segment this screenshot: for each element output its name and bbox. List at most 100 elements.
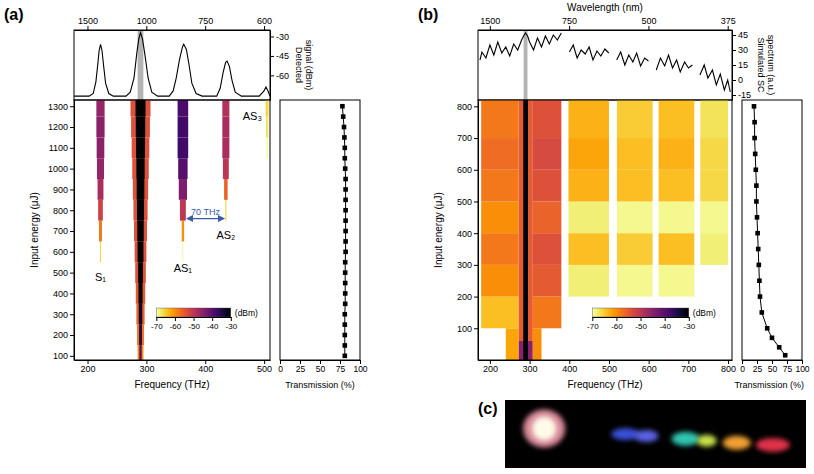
annotation: AS₁ (174, 262, 193, 274)
y-axis-tick-label: 300 (53, 310, 68, 320)
x-axis-top-line (75, 30, 271, 31)
y-axis-tick-label: 1300 (48, 102, 68, 112)
y-axis-tick-mark (474, 106, 478, 107)
x-axis-tick-label: 50 (768, 364, 778, 374)
heat-cell (700, 170, 728, 202)
marker (752, 120, 757, 125)
y-axis-tick: 1200 (48, 122, 74, 132)
x-axis-tick: 400 (562, 360, 577, 374)
x-axis-tick: 75 (336, 360, 346, 374)
y-axis-right-tick: 15 (732, 60, 748, 70)
y-axis-tick: 1300 (48, 102, 74, 112)
x-axis-top: 15001000750600 (75, 16, 273, 31)
colorbar-axis-tick-mark (689, 317, 690, 321)
annotation: S₁ (95, 271, 106, 283)
colorbar-axis-tick: -30 (226, 317, 238, 331)
y-axis-tick-mark (474, 265, 478, 266)
y-axis-right-tick-mark (270, 56, 274, 57)
heat-cell (568, 100, 608, 138)
x-axis-top: 1500750500375 (479, 16, 736, 31)
heat-cell (139, 304, 143, 325)
heat-cell (481, 170, 518, 202)
y-axis-right-tick-label: -30 (276, 32, 289, 42)
y-axis-tick-label: 400 (457, 229, 472, 239)
x-axis: 200300400500600700800 (479, 360, 737, 374)
heat-cell (136, 283, 145, 304)
colorbar-axis-tick-label: -30 (684, 322, 696, 331)
x-axis-tick-label: 800 (721, 364, 736, 374)
heat-cell (131, 117, 150, 138)
x-axis-title: Frequency (THz) (134, 379, 209, 390)
x-axis-tick: 300 (139, 360, 154, 374)
y-axis-right-tick-label: 45 (738, 30, 748, 40)
y-axis-line (74, 101, 75, 361)
colorbar-axis-tick: -60 (611, 317, 623, 331)
y-axis-right-tick-label: -60 (276, 71, 289, 81)
heat-cell (659, 265, 695, 297)
y-axis-tick: 800 (457, 102, 478, 112)
y-axis-tick: 700 (457, 133, 478, 143)
heat-cell (617, 170, 653, 202)
y-axis-tick-mark (70, 231, 74, 232)
y-axis-title: Simulated SCspectrum (a.u.) (756, 35, 776, 96)
marker (343, 229, 348, 234)
marker (343, 354, 348, 359)
x-axis-tick: 25 (753, 360, 763, 374)
light-spot (634, 430, 658, 442)
x-axis-top-tick-mark (87, 26, 88, 30)
y-axis-tick-mark (70, 314, 74, 315)
x-axis-tick-label: 400 (198, 364, 213, 374)
annotation: AS₂ (216, 229, 235, 241)
colorbar-axis-tick: -70 (587, 317, 599, 331)
photo-spots (523, 410, 790, 452)
x-axis-tick: 50 (316, 360, 326, 374)
x-axis-top-tick-mark (569, 26, 570, 30)
heat-cell (137, 179, 145, 200)
y-axis-tick-mark (70, 273, 74, 274)
marker (757, 278, 762, 283)
y-axis-tick-label: 100 (53, 351, 68, 361)
photo (505, 400, 806, 468)
y-axis-right-tick-mark (732, 65, 736, 66)
x-axis-tick-label: 300 (523, 364, 538, 374)
spectrum-line (74, 33, 270, 97)
x-axis-tick-label: 75 (336, 364, 346, 374)
marker (343, 218, 348, 223)
x-axis-tick-label: 300 (139, 364, 154, 374)
y-axis-tick-label: 500 (457, 197, 472, 207)
heat-cell (222, 137, 229, 158)
y-axis-right-tick: 30 (732, 45, 748, 55)
y-axis-tick-mark (474, 170, 478, 171)
heat-cell (138, 345, 144, 360)
plot-frame (478, 100, 732, 360)
x-axis-tick: 200 (81, 360, 96, 374)
y-axis-right-tick-label: 0 (738, 75, 743, 85)
x-axis-top-tick: 1500 (480, 16, 500, 30)
marker (754, 167, 759, 172)
y-axis-tick-mark (70, 356, 74, 357)
y-axis-right-tick-mark (732, 80, 736, 81)
colorbar-axis-tick: -40 (659, 317, 671, 331)
y-axis-tick-mark (474, 297, 478, 298)
x-axis-tick: 500 (257, 360, 272, 374)
marker (343, 312, 348, 317)
y-axis-tick-label: 1000 (48, 164, 68, 174)
y-axis-tick-label: 1100 (49, 143, 68, 153)
y-axis-tick-mark (474, 201, 478, 202)
heat-cell (481, 201, 518, 233)
x-axis-top-tick: 750 (198, 16, 213, 30)
heat-cell (617, 233, 653, 265)
heat-cell (222, 100, 229, 117)
y-axis-tick-label: 1200 (48, 122, 68, 132)
heat-cell (137, 325, 144, 346)
y-axis-tick: 400 (457, 229, 478, 239)
heat-cell (100, 241, 101, 262)
y-axis-tick-label: 400 (53, 289, 68, 299)
colorbar-axis-tick-mark (641, 317, 642, 321)
title-line: Detected (294, 47, 304, 83)
y-axis-tick-mark (70, 252, 74, 253)
colorbar-axis-tick-label: -40 (659, 322, 671, 331)
heat-cell (178, 100, 189, 117)
spectrum-line (480, 33, 730, 92)
heat-cell (97, 137, 105, 158)
